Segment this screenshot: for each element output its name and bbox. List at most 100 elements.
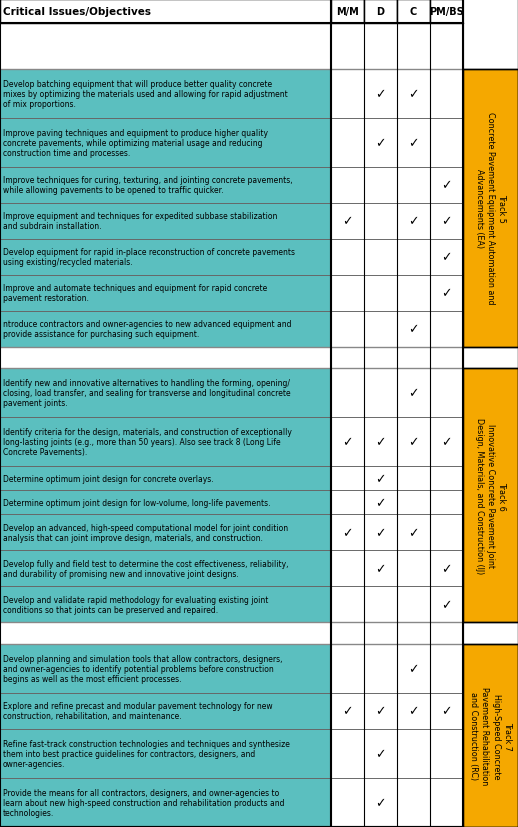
Text: M/M: M/M [336, 7, 359, 17]
Text: ✓: ✓ [342, 705, 353, 718]
Bar [0, 490, 331, 514]
Text: D: D [377, 7, 384, 17]
Bar [331, 24, 364, 69]
Bar [430, 623, 463, 644]
Bar [0, 69, 331, 118]
Bar [364, 69, 397, 118]
Bar [397, 239, 430, 275]
Bar [0, 0, 331, 24]
Text: Improve equipment and techniques for expedited subbase stabilization
and subdrai: Improve equipment and techniques for exp… [3, 212, 277, 231]
Bar [364, 311, 397, 347]
Bar [397, 514, 430, 551]
Bar [364, 203, 397, 239]
Bar [0, 418, 331, 466]
Text: ✓: ✓ [375, 472, 386, 485]
Text: ✓: ✓ [375, 526, 386, 539]
Bar [463, 644, 518, 827]
Bar [397, 418, 430, 466]
Bar [364, 729, 397, 778]
Text: Identify new and innovative alternatives to handling the forming, opening/
closi: Identify new and innovative alternatives… [3, 379, 291, 408]
Bar [364, 586, 397, 623]
Text: ntroduce contractors and owner-agencies to new advanced equipment and
provide as: ntroduce contractors and owner-agencies … [3, 320, 292, 339]
Bar [364, 551, 397, 586]
Bar [430, 24, 463, 69]
Bar [364, 466, 397, 490]
Text: ✓: ✓ [375, 705, 386, 718]
Bar [364, 168, 397, 203]
Bar [331, 693, 364, 729]
Text: Improve and automate techniques and equipment for rapid concrete
pavement restor: Improve and automate techniques and equi… [3, 284, 267, 303]
Text: Track 7
High-Speed Concrete
Pavement Rehabilitation
and Construction (RC): Track 7 High-Speed Concrete Pavement Reh… [469, 686, 512, 785]
Text: Improve techniques for curing, texturing, and jointing concrete pavements,
while: Improve techniques for curing, texturing… [3, 176, 293, 195]
Bar [430, 203, 463, 239]
Bar [331, 644, 364, 693]
Bar [364, 0, 397, 24]
Text: Identify criteria for the design, materials, and construction of exceptionally
l: Identify criteria for the design, materi… [3, 428, 292, 457]
Text: Provide the means for all contractors, designers, and owner-agencies to
learn ab: Provide the means for all contractors, d… [3, 788, 284, 817]
Bar [430, 69, 463, 118]
Bar [397, 69, 430, 118]
Bar [364, 239, 397, 275]
Text: Improve paving techniques and equipment to produce higher quality
concrete pavem: Improve paving techniques and equipment … [3, 128, 268, 158]
Bar [463, 0, 518, 24]
Bar [0, 347, 331, 369]
Text: ✓: ✓ [408, 705, 419, 718]
Bar [463, 69, 518, 347]
Bar [331, 239, 364, 275]
Text: PM/BS: PM/BS [429, 7, 464, 17]
Bar [397, 466, 430, 490]
Text: ✓: ✓ [375, 496, 386, 509]
Text: Develop and validate rapid methodology for evaluating existing joint
conditions : Develop and validate rapid methodology f… [3, 595, 268, 614]
Text: Determine optimum joint design for concrete overlays.: Determine optimum joint design for concr… [3, 475, 213, 483]
Bar [0, 168, 331, 203]
Bar [331, 168, 364, 203]
Bar [430, 275, 463, 311]
Bar [430, 644, 463, 693]
Bar [463, 369, 518, 623]
Text: ✓: ✓ [441, 179, 452, 192]
Bar [0, 275, 331, 311]
Bar [397, 623, 430, 644]
Bar [364, 24, 397, 69]
Text: Refine fast-track construction technologies and techniques and synthesize
them i: Refine fast-track construction technolog… [3, 739, 290, 768]
Bar [0, 0, 463, 827]
Text: ✓: ✓ [441, 562, 452, 575]
Bar [430, 347, 463, 369]
Bar [430, 729, 463, 778]
Bar [397, 644, 430, 693]
Bar [397, 490, 430, 514]
Bar [0, 203, 331, 239]
Bar [430, 118, 463, 168]
Bar [397, 168, 430, 203]
Bar [364, 347, 397, 369]
Text: ✓: ✓ [375, 136, 386, 150]
Bar [331, 369, 364, 418]
Text: ✓: ✓ [375, 88, 386, 101]
Bar [0, 586, 331, 623]
Text: ✓: ✓ [375, 562, 386, 575]
Text: ✓: ✓ [342, 436, 353, 449]
Bar [430, 418, 463, 466]
Bar [331, 69, 364, 118]
Bar [331, 311, 364, 347]
Text: ✓: ✓ [441, 287, 452, 299]
Bar [0, 693, 331, 729]
Bar [0, 729, 331, 778]
Bar [331, 118, 364, 168]
Text: Explore and refine precast and modular pavement technology for new
construction,: Explore and refine precast and modular p… [3, 701, 272, 720]
Bar [0, 239, 331, 275]
Bar [331, 203, 364, 239]
Bar [0, 514, 331, 551]
Bar [430, 586, 463, 623]
Bar [397, 586, 430, 623]
Bar [397, 311, 430, 347]
Text: Develop equipment for rapid in-place reconstruction of concrete pavements
using : Develop equipment for rapid in-place rec… [3, 248, 295, 267]
Text: C: C [410, 7, 417, 17]
Bar [397, 551, 430, 586]
Bar [397, 778, 430, 827]
Text: ✓: ✓ [408, 526, 419, 539]
Bar [331, 418, 364, 466]
Text: Develop an advanced, high-speed computational model for joint condition
analysis: Develop an advanced, high-speed computat… [3, 523, 288, 543]
Bar [430, 778, 463, 827]
Bar [0, 778, 331, 827]
